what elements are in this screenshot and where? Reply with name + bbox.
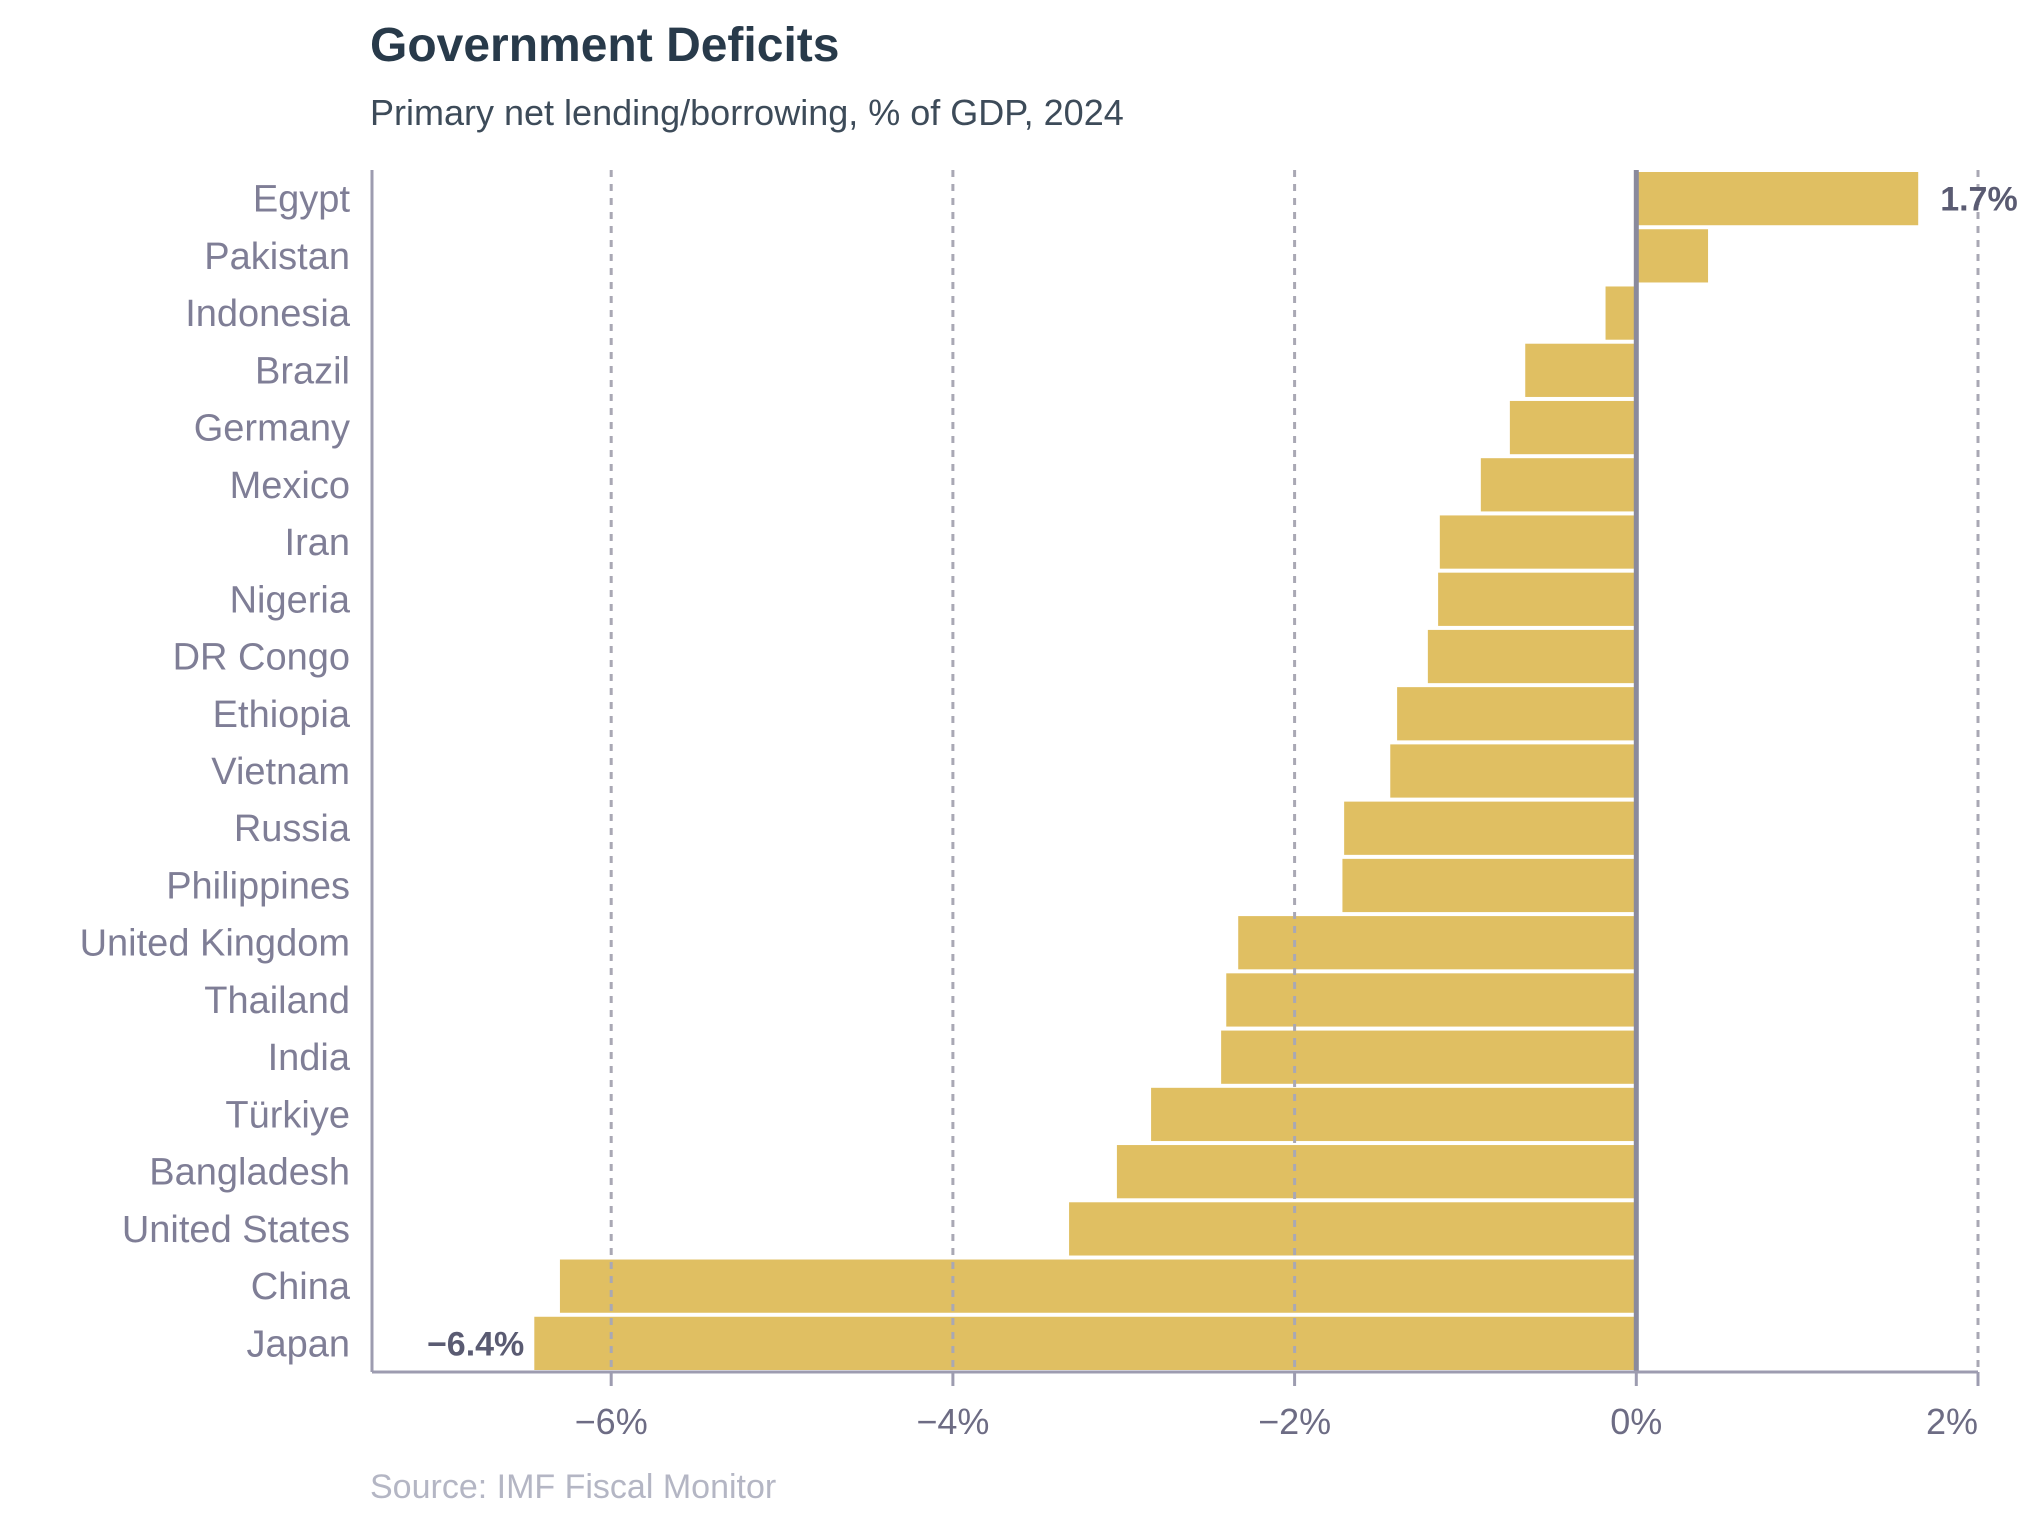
category-label: China xyxy=(251,1266,351,1308)
bar-vietnam xyxy=(1390,744,1637,798)
x-tick-label: −6% xyxy=(575,1401,648,1442)
category-label: Iran xyxy=(285,522,350,564)
chart-subtitle: Primary net lending/borrowing, % of GDP,… xyxy=(370,92,1124,133)
bar-ethiopia xyxy=(1397,687,1637,741)
bar-thailand xyxy=(1226,973,1637,1027)
category-label: Philippines xyxy=(166,865,350,907)
bar-indonesia xyxy=(1605,286,1637,340)
category-label: Mexico xyxy=(230,465,350,507)
category-label: Germany xyxy=(194,408,350,450)
bar-mexico xyxy=(1480,458,1637,512)
axis-layer xyxy=(370,170,1980,1386)
category-label: Egypt xyxy=(253,179,351,221)
bar-united-kingdom xyxy=(1238,916,1637,970)
x-tick-label: 0% xyxy=(1610,1401,1662,1442)
category-label: India xyxy=(268,1037,351,1079)
category-label: Vietnam xyxy=(211,751,350,793)
x-tick-label: −2% xyxy=(1258,1401,1331,1442)
bar-pakistan xyxy=(1636,229,1709,283)
x-tick-label: −4% xyxy=(916,1401,989,1442)
category-label: Ethiopia xyxy=(213,694,351,736)
chart-title: Government Deficits xyxy=(370,19,840,72)
bar-egypt xyxy=(1636,172,1919,226)
category-label: Indonesia xyxy=(185,293,351,335)
category-label: Brazil xyxy=(255,350,350,392)
source-note: Source: IMF Fiscal Monitor xyxy=(370,1468,777,1506)
bar-germany xyxy=(1509,400,1637,455)
category-label: Japan xyxy=(246,1323,350,1365)
data-label: −6.4% xyxy=(427,1325,524,1363)
label-layer: −6% −4% −2% 0% 2% Egypt Pakistan Indonesia Brazi… xyxy=(80,179,2018,1442)
category-label: Russia xyxy=(234,808,351,850)
bar-china xyxy=(559,1259,1637,1313)
category-label: United States xyxy=(122,1209,350,1251)
bar-philippines xyxy=(1342,858,1637,913)
x-tick-label: 2% xyxy=(1926,1401,1978,1442)
bar-layer xyxy=(534,172,1919,1370)
category-label: Bangladesh xyxy=(149,1152,350,1194)
bar-t-rkiye xyxy=(1151,1087,1637,1142)
bar-russia xyxy=(1344,801,1637,855)
bar-united-states xyxy=(1069,1202,1637,1256)
category-label: Türkiye xyxy=(225,1094,350,1136)
category-label: Pakistan xyxy=(204,236,350,278)
data-label: 1.7% xyxy=(1940,181,2018,219)
bar-dr-congo xyxy=(1427,629,1637,684)
category-label: DR Congo xyxy=(173,637,350,679)
bar-india xyxy=(1221,1030,1637,1084)
bar-bangladesh xyxy=(1116,1145,1637,1199)
bar-japan xyxy=(534,1316,1637,1370)
bar-iran xyxy=(1439,515,1637,569)
category-label: Nigeria xyxy=(230,579,351,621)
bar-brazil xyxy=(1525,343,1637,397)
category-label: Thailand xyxy=(204,980,350,1022)
category-label: United Kingdom xyxy=(80,923,350,965)
bar-nigeria xyxy=(1438,572,1637,626)
